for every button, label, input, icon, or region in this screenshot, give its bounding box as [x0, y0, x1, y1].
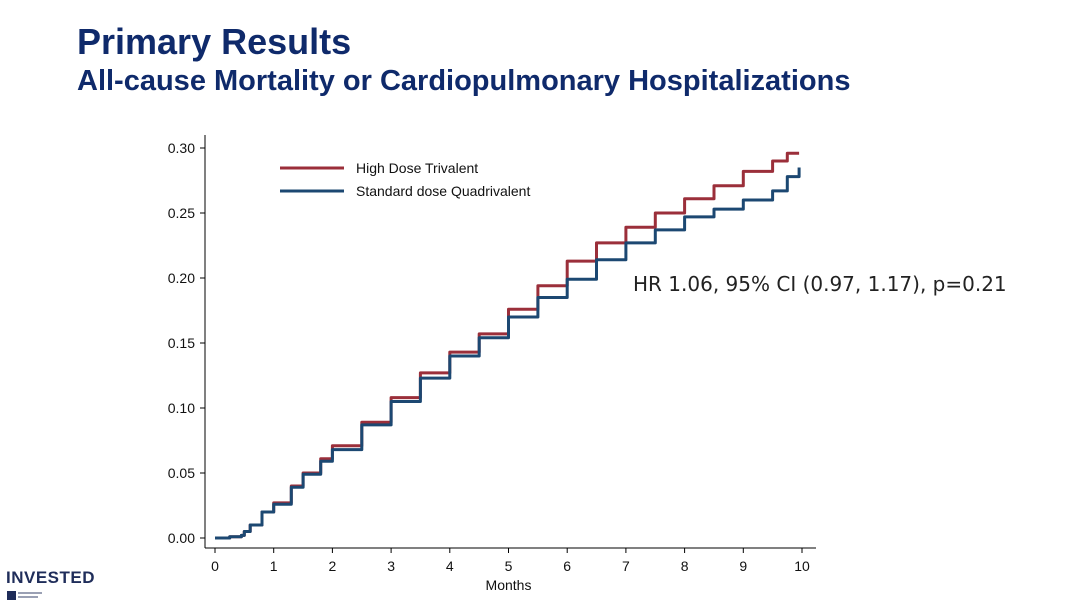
x-tick-label: 6: [563, 558, 571, 574]
logo-caption-line: [18, 592, 42, 594]
x-tick-label: 7: [622, 558, 630, 574]
invested-logo: INVESTED: [6, 568, 96, 604]
x-tick-label: 10: [794, 558, 810, 574]
x-tick-label: 3: [387, 558, 395, 574]
y-tick-label: 0.05: [168, 465, 195, 481]
x-tick-label: 9: [739, 558, 747, 574]
x-tick-label: 5: [505, 558, 513, 574]
series-line-standard-dose: [215, 167, 801, 540]
y-tick-label: 0.30: [168, 140, 195, 156]
y-tick-label: 0.20: [168, 270, 195, 286]
y-tick-label: 0.00: [168, 530, 195, 546]
x-tick-label: 1: [270, 558, 278, 574]
hazard-ratio-annotation: HR 1.06, 95% CI (0.97, 1.17), p=0.21: [633, 272, 1007, 296]
x-tick-label: 8: [681, 558, 689, 574]
logo-badge-icon: [7, 591, 16, 600]
logo-caption-line: [18, 596, 38, 598]
y-tick-label: 0.25: [168, 205, 195, 221]
x-axis-label: Months: [486, 577, 532, 593]
y-tick-label: 0.15: [168, 335, 195, 351]
y-tick-label: 0.10: [168, 400, 195, 416]
slide-title: Primary Results: [77, 21, 352, 62]
legend-label: High Dose Trivalent: [356, 160, 478, 176]
logo-text: INVESTED: [6, 568, 96, 587]
slide-subtitle: All-cause Mortality or Cardiopulmonary H…: [77, 65, 851, 97]
legend-label: Standard dose Quadrivalent: [356, 183, 530, 199]
x-tick-label: 4: [446, 558, 454, 574]
x-tick-label: 2: [329, 558, 337, 574]
x-tick-label: 0: [211, 558, 219, 574]
